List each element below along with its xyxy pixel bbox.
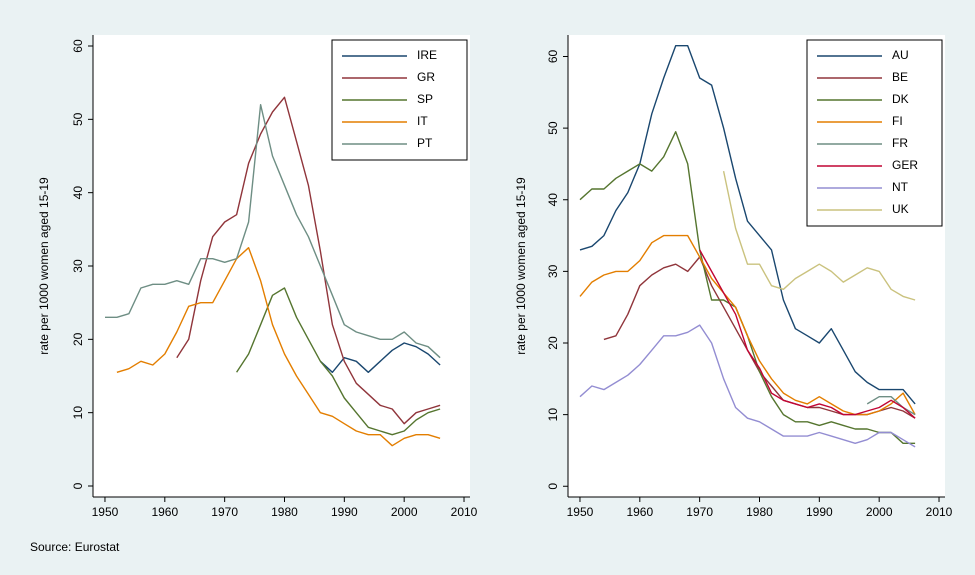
series-line: [579, 324, 916, 448]
x-tick-label: 1990: [331, 505, 358, 519]
series-line: [105, 104, 441, 359]
y-tick-label: 50: [71, 112, 85, 126]
series-line: [579, 234, 916, 416]
y-tick-label: 0: [71, 482, 85, 489]
y-tick-label: 30: [546, 264, 560, 278]
y-tick-label: 10: [546, 408, 560, 422]
y-axis-label: rate per 1000 women aged 15-19: [514, 177, 528, 355]
series-line: [116, 247, 441, 447]
legend-label: GR: [417, 70, 435, 84]
series-line: [236, 287, 441, 436]
legend-label: GER: [892, 158, 918, 172]
legend-label: FR: [892, 136, 908, 150]
legend-label: SP: [417, 92, 433, 106]
series-line: [579, 45, 916, 405]
y-tick-label: 20: [71, 332, 85, 346]
legend-label: DK: [892, 92, 909, 106]
x-tick-label: 1960: [626, 505, 653, 519]
x-tick-label: 2010: [926, 505, 953, 519]
x-tick-label: 1950: [92, 505, 119, 519]
legend-label: IT: [417, 114, 428, 128]
y-tick-label: 40: [71, 186, 85, 200]
y-tick-label: 0: [546, 483, 560, 490]
y-tick-label: 60: [546, 49, 560, 63]
legend-label: NT: [892, 180, 909, 194]
legend-label: FI: [892, 114, 903, 128]
y-tick-label: 50: [546, 121, 560, 135]
y-axis-label: rate per 1000 women aged 15-19: [37, 177, 51, 355]
y-tick-label: 10: [71, 406, 85, 420]
series-line: [319, 342, 441, 373]
x-tick-label: 1970: [211, 505, 238, 519]
y-tick-label: 20: [546, 336, 560, 350]
legend-box: [806, 39, 943, 227]
series-line: [699, 249, 916, 419]
x-tick-label: 1960: [151, 505, 178, 519]
x-tick-label: 1980: [271, 505, 298, 519]
legend-label: IRE: [417, 48, 437, 62]
x-tick-label: 2000: [866, 505, 893, 519]
x-tick-label: 2000: [391, 505, 418, 519]
x-tick-label: 1950: [567, 505, 594, 519]
legend-label: PT: [417, 136, 433, 150]
series-line: [722, 170, 916, 301]
series-line: [176, 96, 441, 425]
x-tick-label: 1990: [806, 505, 833, 519]
source-note: Source: Eurostat: [30, 540, 120, 554]
series-line: [866, 396, 916, 416]
x-tick-label: 2010: [451, 505, 478, 519]
legend-label: UK: [892, 202, 909, 216]
x-tick-label: 1980: [746, 505, 773, 519]
y-tick-label: 60: [71, 39, 85, 53]
x-tick-label: 1970: [686, 505, 713, 519]
y-tick-label: 40: [546, 193, 560, 207]
legend-label: AU: [892, 48, 909, 62]
y-tick-label: 30: [71, 259, 85, 273]
legend-label: BE: [892, 70, 908, 84]
